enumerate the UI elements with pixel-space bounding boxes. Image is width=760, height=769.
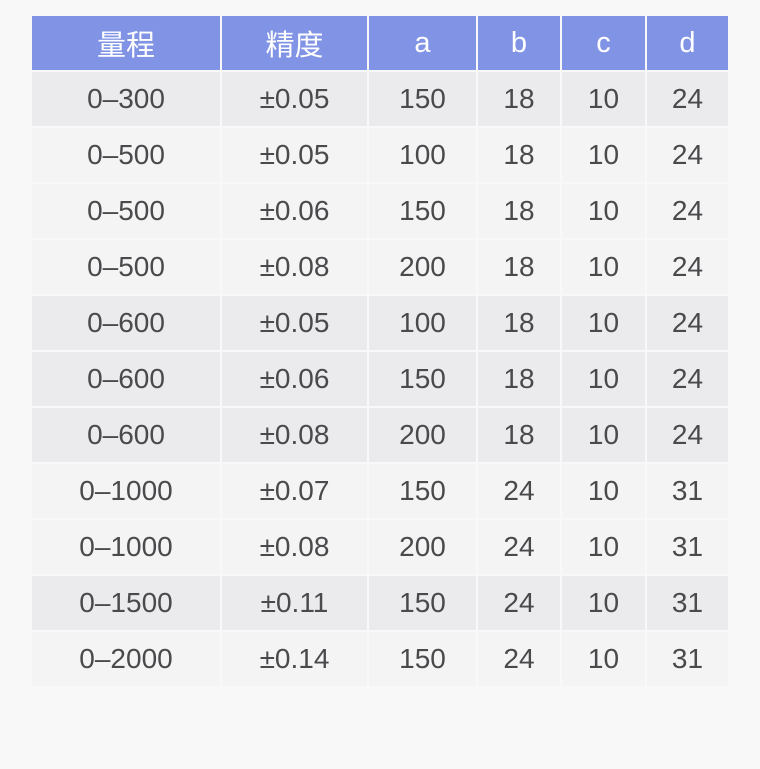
cell-b: 24: [478, 464, 560, 518]
cell-accuracy: ±0.05: [222, 128, 367, 182]
cell-accuracy: ±0.06: [222, 184, 367, 238]
cell-a: 200: [369, 408, 476, 462]
cell-c: 10: [562, 408, 645, 462]
cell-b: 24: [478, 576, 560, 630]
column-header-c: c: [562, 16, 645, 70]
cell-c: 10: [562, 576, 645, 630]
table-row: 0–1500 ±0.11 150 24 10 31: [32, 576, 728, 630]
cell-accuracy: ±0.08: [222, 520, 367, 574]
cell-a: 150: [369, 576, 476, 630]
cell-a: 150: [369, 184, 476, 238]
table-row: 0–300 ±0.05 150 18 10 24: [32, 72, 728, 126]
cell-b: 18: [478, 296, 560, 350]
cell-d: 24: [647, 72, 728, 126]
cell-range: 0–500: [32, 184, 220, 238]
cell-c: 10: [562, 464, 645, 518]
page: 量程 精度 a b c d 0–300 ±0.05 150 18 10 24 0…: [0, 16, 760, 686]
table-row: 0–600 ±0.05 100 18 10 24: [32, 296, 728, 350]
table-row: 0–600 ±0.06 150 18 10 24: [32, 352, 728, 406]
cell-a: 150: [369, 352, 476, 406]
cell-accuracy: ±0.05: [222, 296, 367, 350]
cell-b: 18: [478, 128, 560, 182]
cell-range: 0–1500: [32, 576, 220, 630]
cell-d: 24: [647, 128, 728, 182]
cell-accuracy: ±0.14: [222, 632, 367, 686]
column-header-accuracy: 精度: [222, 16, 367, 70]
cell-range: 0–600: [32, 352, 220, 406]
column-header-range: 量程: [32, 16, 220, 70]
cell-range: 0–300: [32, 72, 220, 126]
cell-a: 150: [369, 72, 476, 126]
cell-b: 18: [478, 240, 560, 294]
table-row: 0–1000 ±0.08 200 24 10 31: [32, 520, 728, 574]
cell-c: 10: [562, 296, 645, 350]
cell-c: 10: [562, 128, 645, 182]
column-header-d: d: [647, 16, 728, 70]
cell-b: 18: [478, 408, 560, 462]
cell-b: 24: [478, 632, 560, 686]
column-header-b: b: [478, 16, 560, 70]
column-header-a: a: [369, 16, 476, 70]
cell-accuracy: ±0.08: [222, 240, 367, 294]
cell-accuracy: ±0.08: [222, 408, 367, 462]
cell-c: 10: [562, 72, 645, 126]
cell-d: 24: [647, 296, 728, 350]
cell-a: 150: [369, 464, 476, 518]
cell-range: 0–500: [32, 128, 220, 182]
cell-range: 0–500: [32, 240, 220, 294]
cell-d: 31: [647, 576, 728, 630]
table-row: 0–600 ±0.08 200 18 10 24: [32, 408, 728, 462]
cell-b: 24: [478, 520, 560, 574]
cell-d: 31: [647, 464, 728, 518]
cell-c: 10: [562, 632, 645, 686]
table-row: 0–2000 ±0.14 150 24 10 31: [32, 632, 728, 686]
cell-accuracy: ±0.06: [222, 352, 367, 406]
cell-accuracy: ±0.07: [222, 464, 367, 518]
cell-a: 100: [369, 128, 476, 182]
cell-d: 24: [647, 352, 728, 406]
cell-d: 24: [647, 408, 728, 462]
cell-a: 200: [369, 520, 476, 574]
cell-range: 0–1000: [32, 464, 220, 518]
cell-c: 10: [562, 184, 645, 238]
spec-table: 量程 精度 a b c d 0–300 ±0.05 150 18 10 24 0…: [32, 16, 728, 686]
cell-c: 10: [562, 352, 645, 406]
table-row: 0–500 ±0.08 200 18 10 24: [32, 240, 728, 294]
cell-range: 0–600: [32, 408, 220, 462]
cell-a: 150: [369, 632, 476, 686]
cell-accuracy: ±0.05: [222, 72, 367, 126]
cell-accuracy: ±0.11: [222, 576, 367, 630]
table-row: 0–500 ±0.05 100 18 10 24: [32, 128, 728, 182]
cell-c: 10: [562, 520, 645, 574]
table-row: 0–500 ±0.06 150 18 10 24: [32, 184, 728, 238]
cell-b: 18: [478, 184, 560, 238]
cell-d: 31: [647, 520, 728, 574]
cell-range: 0–1000: [32, 520, 220, 574]
cell-range: 0–2000: [32, 632, 220, 686]
cell-d: 31: [647, 632, 728, 686]
table-row: 0–1000 ±0.07 150 24 10 31: [32, 464, 728, 518]
cell-b: 18: [478, 352, 560, 406]
cell-c: 10: [562, 240, 645, 294]
cell-a: 100: [369, 296, 476, 350]
cell-range: 0–600: [32, 296, 220, 350]
cell-b: 18: [478, 72, 560, 126]
cell-d: 24: [647, 240, 728, 294]
cell-d: 24: [647, 184, 728, 238]
cell-a: 200: [369, 240, 476, 294]
table-header-row: 量程 精度 a b c d: [32, 16, 728, 70]
